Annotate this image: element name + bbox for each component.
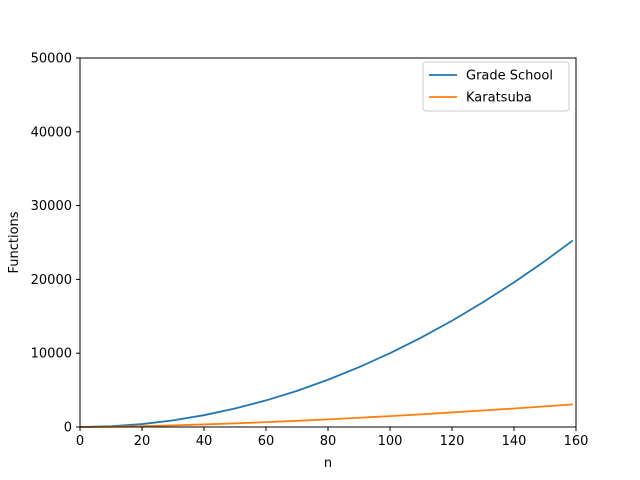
axes-layer: 0 20 40 60 80 100 120 140 160 0 10000 20000 30000 400… [31, 52, 589, 450]
x-tick-label: 60 [258, 434, 275, 449]
y-axis-label: Functions [7, 211, 22, 273]
plot-background [80, 58, 576, 427]
y-tick-label: 0 [64, 421, 72, 436]
y-tick-label: 30000 [31, 199, 72, 214]
x-tick-label: 120 [440, 434, 465, 449]
x-tick-label: 100 [378, 434, 403, 449]
x-tick-label: 140 [502, 434, 527, 449]
series-line-2 [79, 403, 573, 428]
legend-box [422, 61, 570, 112]
legend-label: Grade School [466, 69, 553, 84]
x-tick-label: 40 [196, 434, 213, 449]
y-tick-label: 50000 [31, 52, 72, 67]
plot-frame [79, 57, 577, 428]
legend-label: Karatsuba [466, 91, 532, 106]
x-axis-label: n [324, 456, 332, 471]
y-tick-label: 20000 [31, 273, 72, 288]
y-tick-label: 40000 [31, 125, 72, 140]
legend: Grade School Karatsuba [422, 61, 570, 112]
x-tick-label: 20 [134, 434, 151, 449]
series-line-1 [79, 239, 574, 428]
y-tick-label: 10000 [31, 347, 72, 362]
x-tick-label: 0 [76, 434, 84, 449]
series-layer [79, 239, 574, 428]
x-tick-label: 160 [564, 434, 589, 449]
x-tick-label: 80 [320, 434, 337, 449]
